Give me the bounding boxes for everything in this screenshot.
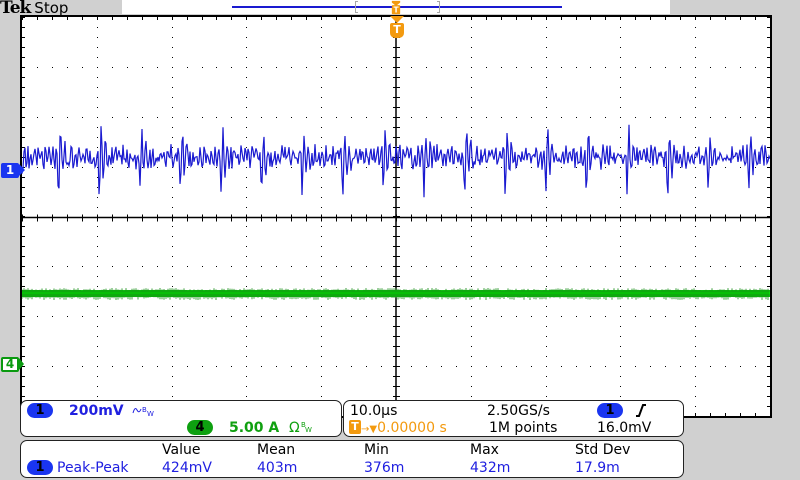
header-min: Min — [364, 442, 389, 458]
header-std-dev: Std Dev — [575, 442, 631, 458]
trigger-position-marker[interactable]: T — [390, 23, 404, 38]
view-window-bracket[interactable] — [355, 1, 440, 13]
graticule-grid — [22, 17, 770, 416]
ch1-scale[interactable]: 200mV — [69, 403, 124, 419]
svg-text:W: W — [147, 410, 154, 418]
ch1-badge[interactable]: 1 — [27, 403, 53, 418]
trigger-arrow-icon — [390, 16, 404, 23]
meas-std-dev: 17.9m — [575, 460, 620, 476]
trigger-level[interactable]: 16.0mV — [597, 420, 652, 436]
time-per-div[interactable]: 10.0µs — [350, 403, 398, 419]
svg-text:B: B — [142, 406, 147, 414]
ch4-ground-marker[interactable]: 4 — [1, 357, 24, 372]
record-length[interactable]: 1M points — [489, 420, 558, 436]
ch1-ground-marker[interactable]: 1 — [1, 163, 25, 178]
ch4-badge[interactable]: 4 — [187, 420, 213, 435]
svg-text:W: W — [305, 426, 312, 434]
header-max: Max — [470, 442, 499, 458]
trigger-position[interactable]: T →▼0.00000 s — [349, 420, 447, 438]
meas-source-badge: 1 — [27, 460, 53, 475]
ac-bandwidth-limit-icon: B W — [132, 406, 154, 418]
ch4-scale[interactable]: 5.00 A — [229, 420, 280, 436]
measurement-panel[interactable]: Value Mean Min Max Std Dev 1 Peak-Peak 4… — [20, 440, 684, 478]
trigger-badge-icon: T — [349, 420, 361, 434]
meas-name: Peak-Peak — [57, 460, 129, 476]
record-trigger-icon: T — [391, 0, 401, 15]
horizontal-trigger-panel[interactable]: 10.0µs 2.50GS/s 1 T →▼0.00000 s 1M points… — [343, 400, 684, 437]
arrow-right-icon: → — [361, 424, 370, 435]
svg-text:B: B — [301, 421, 306, 429]
meas-mean: 403m — [257, 460, 298, 476]
svg-text:T: T — [393, 6, 399, 15]
brand: Tek Stop — [0, 0, 69, 18]
meas-max: 432m — [470, 460, 511, 476]
acquisition-state[interactable]: Stop — [34, 0, 69, 17]
rising-edge-icon — [636, 404, 646, 417]
meas-value: 424mV — [162, 460, 212, 476]
header-value: Value — [162, 442, 201, 458]
meas-min: 376m — [364, 460, 405, 476]
header-mean: Mean — [257, 442, 296, 458]
waveform-graticule[interactable] — [20, 15, 772, 418]
trigger-source-badge[interactable]: 1 — [597, 403, 623, 418]
trigger-down-icon: ▼ — [369, 424, 378, 435]
sample-rate: 2.50GS/s — [487, 403, 550, 419]
tek-logo: Tek — [0, 0, 31, 18]
